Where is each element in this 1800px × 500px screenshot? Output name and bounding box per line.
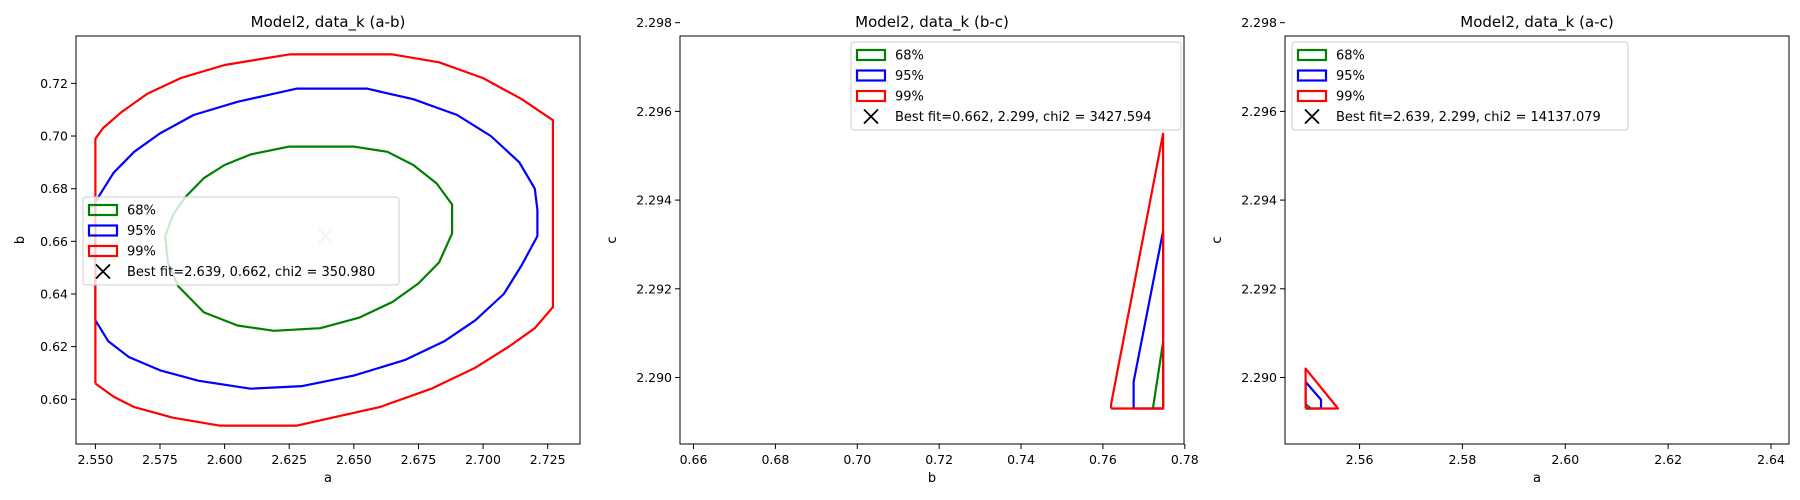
- legend-label: 68%: [127, 204, 156, 219]
- y-tick-label: 2.292: [1241, 281, 1277, 296]
- legend-label-best-fit: Best fit=2.639, 2.299, chi2 = 14137.079: [1336, 110, 1601, 125]
- contour-99pct: [1109, 132, 1165, 410]
- y-axis-label: c: [1210, 236, 1225, 243]
- legend-label: 99%: [1336, 90, 1365, 105]
- x-axis-label: a: [1533, 471, 1541, 486]
- contour-99pct: [94, 53, 555, 427]
- x-tick-label: 2.600: [207, 452, 243, 467]
- legend-swatch: [87, 224, 119, 237]
- legend-swatch: [1296, 69, 1328, 82]
- legend-box: [82, 196, 400, 286]
- contour-95pct: [94, 87, 539, 390]
- y-tick-label: 2.296: [1241, 104, 1277, 119]
- x-tick-label: 0.74: [1007, 452, 1035, 467]
- y-axis-label: b: [13, 236, 28, 244]
- y-tick-label: 2.292: [636, 281, 672, 296]
- subplot-3: 2.56 2.58 2.60 2.62 2.64 2.290 2.292 2.294 2.296…: [1210, 13, 1790, 486]
- legend-label-best-fit: Best fit=2.639, 0.662, chi2 = 350.980: [127, 265, 375, 280]
- legend-label: 99%: [127, 245, 156, 260]
- y-tick-label: 2.294: [636, 193, 672, 208]
- legend-label: 95%: [895, 69, 924, 84]
- contour-68pct: [1151, 340, 1165, 410]
- x-tick-label: 2.575: [142, 452, 178, 467]
- x-tick-label: 2.550: [77, 452, 113, 467]
- y-tick-label: 2.298: [1241, 15, 1277, 30]
- x-axis-label: b: [928, 471, 936, 486]
- chart-title: Model2, data_k (a-c): [1460, 13, 1613, 32]
- x-axis-label: a: [324, 471, 332, 486]
- x-tick-label: 2.64: [1757, 452, 1785, 467]
- axes-frame: [75, 35, 581, 445]
- legend-swatch: [1296, 89, 1328, 103]
- y-tick-label: 0.62: [40, 339, 68, 354]
- x-tick-label: 2.60: [1551, 452, 1579, 467]
- legend-swatch: [855, 48, 887, 62]
- x-tick-label: 2.650: [336, 452, 372, 467]
- legend: 68% 95% 99% Best fit=2.639, 2.299, chi2 = 1…: [1291, 41, 1629, 131]
- legend: 68% 95% 99% Best fit=0.662, 2.299, chi2 = 3…: [850, 41, 1182, 131]
- legend-label: 99%: [895, 90, 924, 105]
- y-tick-label: 2.290: [1241, 370, 1277, 385]
- y-tick-label: 0.72: [40, 76, 68, 91]
- subplot-1: 2.550 2.575 2.600 2.625 2.650 2.675 2.700 2.725…: [13, 13, 581, 486]
- x-tick-label: 2.675: [401, 452, 437, 467]
- x-tick-label: 2.625: [271, 452, 307, 467]
- contour-95pct: [1132, 230, 1165, 410]
- legend-box: [850, 41, 1182, 131]
- chart-title: Model2, data_k (b-c): [855, 13, 1009, 32]
- x-tick-label: 0.76: [1089, 452, 1117, 467]
- y-tick-label: 2.294: [1241, 193, 1277, 208]
- y-tick-label: 2.290: [636, 370, 672, 385]
- y-tick-label: 0.70: [40, 129, 68, 144]
- x-tick-label: 0.72: [925, 452, 953, 467]
- x-tick-label: 2.62: [1654, 452, 1682, 467]
- legend-marker-stroke-2: [863, 108, 879, 125]
- plot-area: [94, 53, 555, 427]
- subplot-2: 0.66 0.68 0.70 0.72 0.74 0.76 0.78 2.290 2.292 2.…: [605, 13, 1199, 486]
- x-tick-label: 2.725: [530, 452, 566, 467]
- legend-label: 68%: [1336, 49, 1365, 64]
- legend-label: 95%: [1336, 69, 1365, 84]
- legend-box: [1291, 41, 1629, 131]
- plot-area: [1109, 132, 1165, 410]
- y-tick-label: 0.60: [40, 392, 68, 407]
- x-tick-label: 2.700: [465, 452, 501, 467]
- axes-frame: [1284, 35, 1790, 445]
- legend-swatch: [855, 89, 887, 103]
- contour-99pct: [1304, 367, 1340, 410]
- x-tick-label: 2.58: [1449, 452, 1477, 467]
- x-tick-label: 0.66: [680, 452, 708, 467]
- y-tick-label: 2.296: [636, 104, 672, 119]
- plot-area: [1304, 367, 1340, 410]
- y-tick-label: 0.64: [40, 286, 68, 301]
- contour-68pct: [164, 145, 454, 332]
- x-tick-label: 0.70: [843, 452, 871, 467]
- legend-swatch: [87, 244, 119, 258]
- legend-marker-stroke-2: [1304, 108, 1320, 125]
- legend-label: 95%: [127, 224, 156, 239]
- legend-marker-stroke-2: [95, 263, 111, 280]
- axes-frame: [679, 35, 1185, 445]
- y-tick-label: 2.298: [636, 15, 672, 30]
- x-tick-label: 0.68: [761, 452, 789, 467]
- y-axis-label: c: [605, 236, 620, 243]
- y-tick-label: 0.66: [40, 234, 68, 249]
- x-tick-label: 2.56: [1346, 452, 1374, 467]
- legend-label-best-fit: Best fit=0.662, 2.299, chi2 = 3427.594: [895, 110, 1152, 125]
- y-tick-label: 0.68: [40, 181, 68, 196]
- legend-swatch: [855, 69, 887, 82]
- legend-swatch: [87, 203, 119, 217]
- legend: 68% 95% 99% Best fit=2.639, 0.662, chi2 = 3…: [82, 196, 400, 286]
- legend-swatch: [1296, 48, 1328, 62]
- chart-title: Model2, data_k (a-b): [251, 13, 406, 32]
- x-tick-label: 0.78: [1171, 452, 1199, 467]
- legend-label: 68%: [895, 49, 924, 64]
